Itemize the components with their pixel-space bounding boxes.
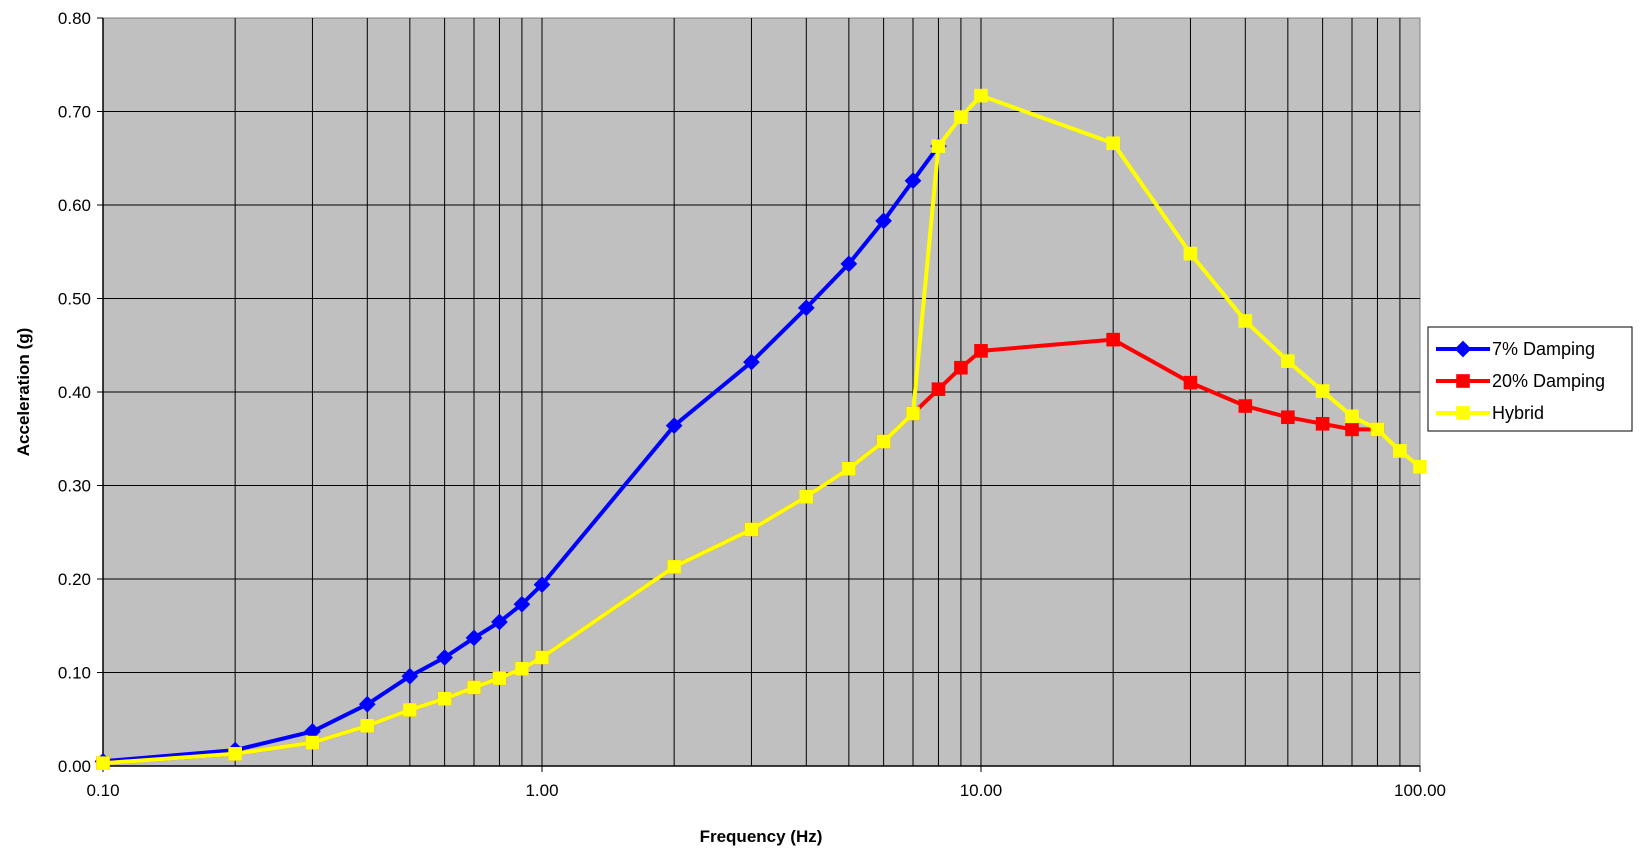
data-point xyxy=(665,417,683,435)
legend-item: 20% Damping xyxy=(1436,371,1605,391)
legend-marker xyxy=(1454,340,1472,358)
data-point xyxy=(360,718,375,733)
data-point xyxy=(1281,354,1295,368)
x-axis-title: Frequency (Hz) xyxy=(700,827,823,846)
series-layer xyxy=(94,88,1427,770)
series-line xyxy=(102,93,1422,766)
data-point xyxy=(1393,444,1407,458)
data-point xyxy=(358,695,376,713)
legend-item: Hybrid xyxy=(1436,403,1544,423)
data-point xyxy=(491,613,508,631)
data-point xyxy=(465,629,483,647)
legend-marker xyxy=(1456,374,1470,388)
data-point xyxy=(535,650,549,665)
tick-labels: 0.00 0.10 0.20 0.30 0.40 0.50 0.60 0.70 0.80 0.10… xyxy=(58,9,1446,800)
data-point xyxy=(1315,384,1330,398)
data-point xyxy=(513,595,531,613)
data-point xyxy=(667,560,681,574)
data-point xyxy=(842,461,856,476)
data-point xyxy=(1370,422,1385,437)
y-tick-label: 0.00 xyxy=(58,757,91,776)
legend-item: 7% Damping xyxy=(1436,339,1595,359)
y-axis-title: Acceleration (g) xyxy=(14,328,33,456)
data-point xyxy=(876,434,891,449)
data-point xyxy=(437,691,452,706)
y-tick-label: 0.40 xyxy=(58,383,91,402)
data-point xyxy=(305,735,320,750)
x-tick-label: 100.00 xyxy=(1394,781,1446,800)
data-point xyxy=(1183,375,1198,390)
grid xyxy=(103,18,1420,766)
series-2 xyxy=(96,88,1427,770)
data-point xyxy=(1345,422,1359,437)
data-point xyxy=(840,255,858,273)
data-point xyxy=(1238,399,1253,413)
data-point xyxy=(799,489,814,504)
data-point xyxy=(533,576,551,593)
y-tick-label: 0.20 xyxy=(58,570,91,589)
data-point xyxy=(492,671,507,685)
legend-label: 7% Damping xyxy=(1492,339,1595,359)
data-point xyxy=(974,344,988,358)
y-tick-label: 0.60 xyxy=(58,196,91,215)
data-point xyxy=(1345,409,1359,424)
data-point xyxy=(228,747,242,761)
data-point xyxy=(954,360,968,375)
data-point xyxy=(1106,332,1120,347)
data-point xyxy=(1183,246,1198,261)
data-point xyxy=(401,667,419,685)
data-point xyxy=(875,212,892,230)
y-tick-label: 0.10 xyxy=(58,664,91,683)
data-point xyxy=(797,299,815,317)
data-point xyxy=(436,649,453,666)
x-tick-label: 0.10 xyxy=(86,781,119,800)
data-point xyxy=(1281,410,1295,425)
data-point xyxy=(96,756,110,770)
y-tick-label: 0.80 xyxy=(58,9,91,28)
data-point xyxy=(954,110,968,124)
y-tick-label: 0.50 xyxy=(58,290,91,309)
legend: 7% Damping 20% Damping Hybrid xyxy=(1427,326,1633,432)
data-point xyxy=(467,680,481,695)
data-point xyxy=(931,139,946,153)
data-point xyxy=(1238,314,1253,328)
data-point xyxy=(906,406,920,421)
data-point xyxy=(931,382,946,396)
x-tick-label: 1.00 xyxy=(525,781,558,800)
y-tick-label: 0.70 xyxy=(58,103,91,122)
legend-marker xyxy=(1456,406,1470,420)
y-tick-label: 0.30 xyxy=(58,477,91,496)
data-point xyxy=(515,661,529,676)
data-point xyxy=(1106,136,1120,151)
data-point xyxy=(1315,416,1330,431)
legend-label: Hybrid xyxy=(1492,403,1544,423)
data-point xyxy=(1413,460,1427,474)
data-point xyxy=(974,88,988,103)
data-point xyxy=(904,172,922,190)
data-point xyxy=(403,703,417,717)
axes xyxy=(97,17,1421,772)
x-tick-label: 10.00 xyxy=(960,781,1003,800)
data-point xyxy=(744,522,759,537)
legend-label: 20% Damping xyxy=(1492,371,1605,391)
data-point xyxy=(743,353,760,371)
series-0 xyxy=(94,137,947,770)
